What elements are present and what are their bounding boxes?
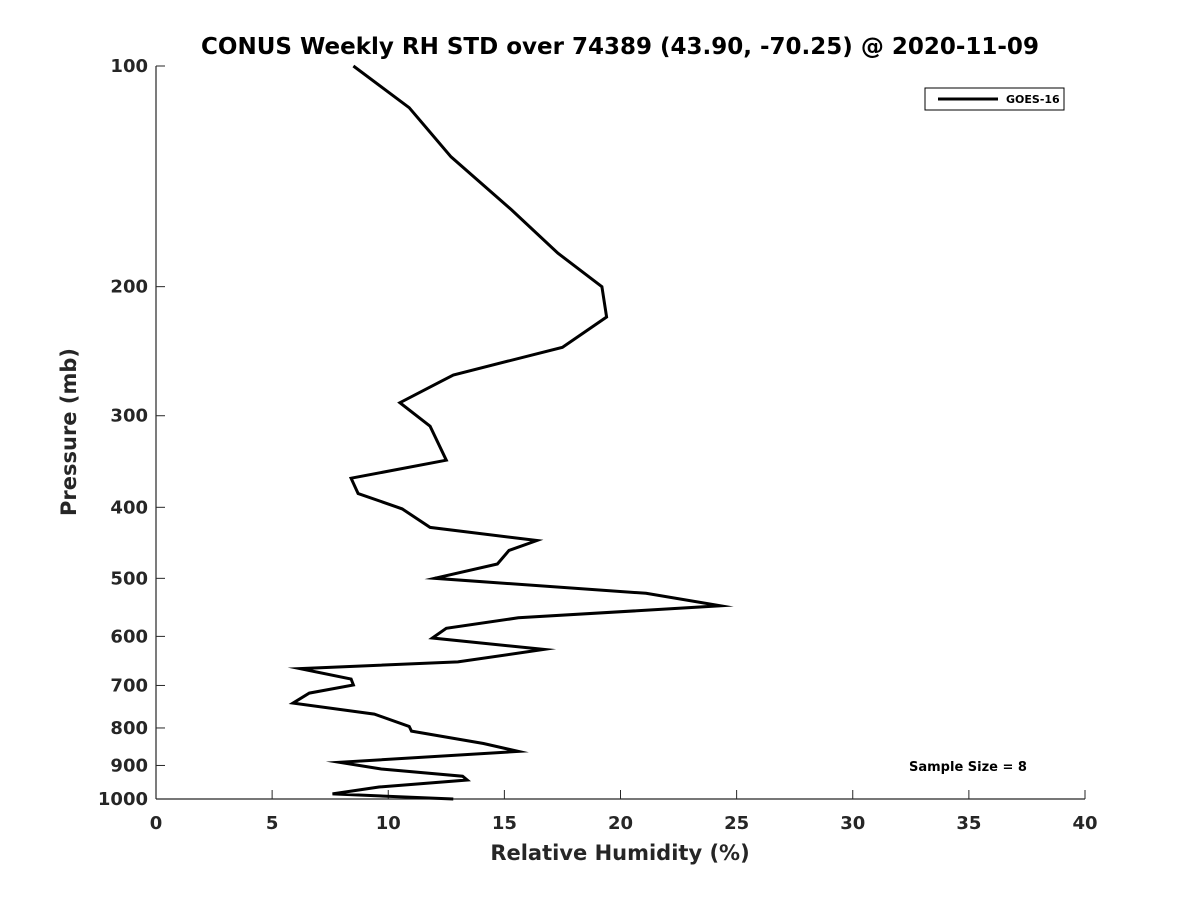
- legend-label-goes-16: GOES-16: [1006, 93, 1060, 106]
- series-layer: [287, 64, 734, 801]
- x-axis-label: Relative Humidity (%): [490, 841, 749, 865]
- x-tick-label: 0: [150, 813, 163, 834]
- y-tick-label: 200: [110, 277, 148, 298]
- y-tick-label: 900: [110, 755, 148, 776]
- x-tick-label: 30: [840, 813, 865, 834]
- y-tick-label: 1000: [98, 789, 148, 810]
- sample-size-annotation: Sample Size = 8: [909, 760, 1027, 775]
- y-tick-label: 500: [110, 568, 148, 589]
- y-tick-label: 700: [110, 675, 148, 696]
- y-axis-label: Pressure (mb): [57, 348, 81, 516]
- chart-title: CONUS Weekly RH STD over 74389 (43.90, -…: [201, 34, 1039, 60]
- y-axis-ticks: 100 200 300 400 500 600 700 800 900 1000: [98, 56, 165, 810]
- y-tick-label: 400: [110, 497, 148, 518]
- x-tick-label: 15: [492, 813, 517, 834]
- x-tick-label: 35: [956, 813, 981, 834]
- series-line-goes-16: [287, 64, 734, 801]
- x-tick-label: 25: [724, 813, 749, 834]
- y-tick-label: 300: [110, 406, 148, 427]
- x-tick-label: 20: [608, 813, 633, 834]
- y-tick-label: 100: [110, 56, 148, 77]
- x-axis-ticks: 0 5 10 15 20 25 30 35 40: [150, 790, 1098, 834]
- legend: GOES-16: [924, 87, 1065, 111]
- x-tick-label: 5: [266, 813, 279, 834]
- x-tick-label: 10: [376, 813, 401, 834]
- y-tick-label: 600: [110, 626, 148, 647]
- x-tick-label: 40: [1072, 813, 1097, 834]
- y-tick-label: 800: [110, 718, 148, 739]
- axes: [155, 66, 1085, 800]
